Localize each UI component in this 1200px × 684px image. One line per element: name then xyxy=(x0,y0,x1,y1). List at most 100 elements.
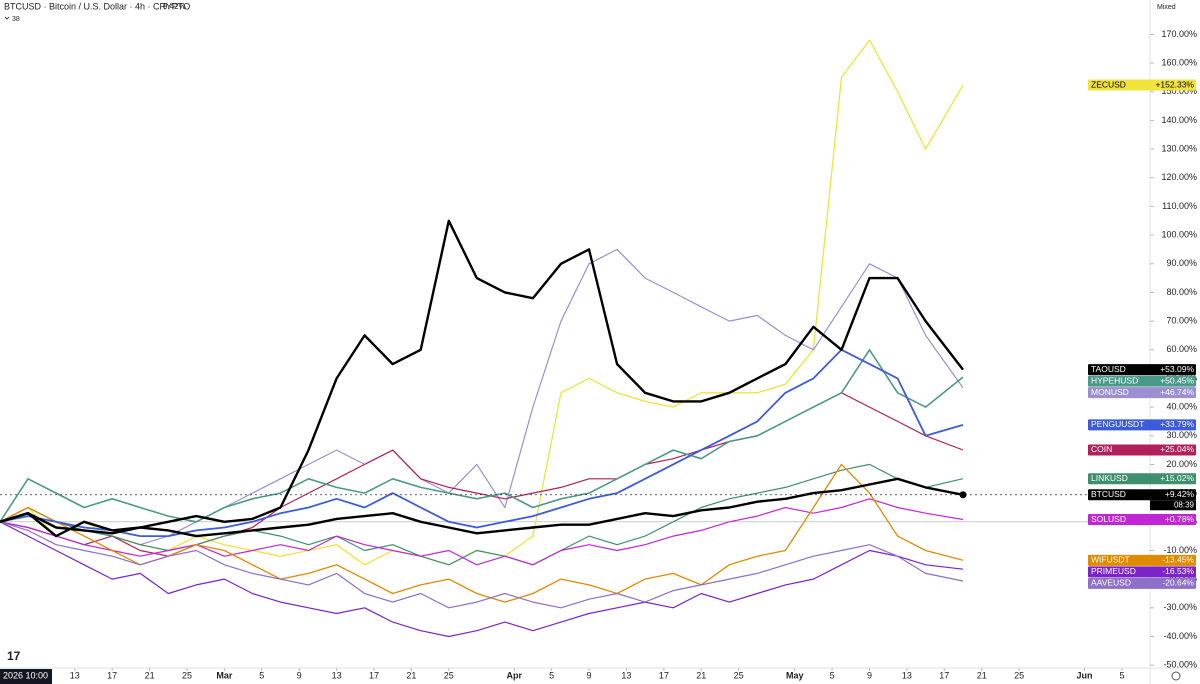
indicator-count[interactable]: 38 xyxy=(12,16,20,23)
x-tick-label: 9 xyxy=(587,670,592,680)
price-label-value: +46.74% xyxy=(1160,387,1194,397)
price-label-box xyxy=(1088,444,1196,456)
y-tick-label: 140.00% xyxy=(1161,115,1197,125)
y-tick-label: 110.00% xyxy=(1162,201,1197,211)
countdown-box xyxy=(1150,500,1196,511)
y-tick-label: -30.00% xyxy=(1163,602,1197,612)
x-tick-label: 21 xyxy=(145,670,155,680)
price-label-value: -20.64% xyxy=(1162,578,1194,588)
price-label-value: -13.45% xyxy=(1162,555,1194,565)
x-tick-label: 17 xyxy=(659,670,669,680)
y-tick-label: 60.00% xyxy=(1166,344,1197,354)
x-tick-label: 17 xyxy=(369,670,379,680)
price-label-value: +0.78% xyxy=(1165,514,1195,524)
x-tick-label: 13 xyxy=(902,670,912,680)
x-tick-label: 17 xyxy=(939,670,949,680)
series-line xyxy=(0,39,964,566)
series-line xyxy=(0,521,964,638)
price-label-name: WIFUSDT xyxy=(1091,555,1130,565)
y-tick-label: 160.00% xyxy=(1161,57,1197,67)
cursor-box xyxy=(0,669,52,684)
price-label-name: ZECUSD xyxy=(1091,79,1126,89)
y-tick-label: 170.00% xyxy=(1161,29,1197,39)
y-tick-label: 90.00% xyxy=(1166,258,1197,268)
y-tick-label: -40.00% xyxy=(1163,631,1197,641)
price-label-box xyxy=(1088,554,1196,566)
price-label-box xyxy=(1088,364,1196,376)
series-line xyxy=(0,248,964,546)
price-label-box xyxy=(1088,473,1196,485)
x-tick-label: 25 xyxy=(444,670,454,680)
y-tick-label: 30.00% xyxy=(1166,430,1197,440)
countdown: 08:39 xyxy=(1174,500,1195,509)
series-line xyxy=(0,498,964,566)
price-label-value: +33.79% xyxy=(1160,419,1194,429)
y-tick-label: 130.00% xyxy=(1161,143,1197,153)
price-label-box xyxy=(1088,387,1196,399)
x-tick-label: Jun xyxy=(1077,670,1093,680)
x-tick-label: 5 xyxy=(259,670,264,680)
price-label-box xyxy=(1088,566,1196,578)
price-label-value: +15.02% xyxy=(1160,473,1194,483)
x-tick-label: 17 xyxy=(107,670,117,680)
symbol-title: BTCUSD · Bitcoin / U.S. Dollar · 4h · CR… xyxy=(4,1,190,11)
price-label-value: +152.33% xyxy=(1155,79,1194,89)
x-tick-label: 5 xyxy=(549,670,554,680)
settings-icon[interactable] xyxy=(1171,671,1181,681)
tv-logo: 17 xyxy=(7,649,21,663)
series-line xyxy=(0,349,964,523)
price-label-value: -16.53% xyxy=(1162,566,1194,576)
price-label-name: TAOUSD xyxy=(1091,364,1126,374)
x-tick-label: 5 xyxy=(1119,670,1124,680)
x-tick-label: 25 xyxy=(1014,670,1024,680)
price-label-box xyxy=(1088,489,1196,501)
price-label-name: SOLUSD xyxy=(1091,514,1126,524)
series-line xyxy=(0,219,964,538)
x-tick-label: 9 xyxy=(297,670,302,680)
price-label-value: +50.45% xyxy=(1160,375,1194,385)
cursor-label: 2026 10:00 xyxy=(3,670,48,680)
x-tick-label: 13 xyxy=(332,670,342,680)
x-tick-label: 21 xyxy=(696,670,706,680)
price-label-name: COIN xyxy=(1091,444,1112,454)
scale-mode[interactable]: Mixed xyxy=(1157,4,1176,11)
symbol-change: 9.42% xyxy=(163,2,186,11)
series-line xyxy=(0,463,964,566)
x-tick-label: Apr xyxy=(506,670,522,680)
price-label-name: MONUSD xyxy=(1091,387,1129,397)
price-label-box xyxy=(1088,79,1196,91)
price-label-name: LINKUSD xyxy=(1091,473,1128,483)
x-tick-label: 13 xyxy=(621,670,631,680)
x-tick-label: 5 xyxy=(830,670,835,680)
price-label-value: +25.04% xyxy=(1160,444,1194,454)
series-line xyxy=(0,348,964,537)
x-tick-label: 25 xyxy=(182,670,192,680)
x-tick-label: 25 xyxy=(734,670,744,680)
price-label-box xyxy=(1088,375,1196,387)
x-tick-label: Mar xyxy=(216,670,233,680)
x-tick-label: 21 xyxy=(977,670,987,680)
last-price-dot xyxy=(959,491,967,499)
price-label-name: HYPEHUSD xyxy=(1091,375,1138,385)
y-tick-label: 20.00% xyxy=(1166,459,1197,469)
y-tick-label: 100.00% xyxy=(1161,229,1197,239)
plot xyxy=(0,39,964,638)
y-tick-label: 120.00% xyxy=(1161,172,1197,182)
price-label-name: PRIMEUSD xyxy=(1091,566,1136,576)
price-label-name: PENGUUSDT xyxy=(1091,419,1144,429)
x-tick-label: May xyxy=(786,670,804,680)
axes: -50.00%-40.00%-30.00%-20.00%-10.00%0.00%… xyxy=(70,29,1197,681)
y-tick-label: 70.00% xyxy=(1166,315,1197,325)
price-label-value: +9.42% xyxy=(1165,489,1195,499)
price-label-box xyxy=(1088,577,1196,589)
price-label-value: +53.09% xyxy=(1160,364,1194,374)
collapse-icon[interactable] xyxy=(4,16,10,20)
price-label-name: AAVEUSD xyxy=(1091,578,1131,588)
price-label-name: BTCUSD xyxy=(1091,489,1126,499)
x-tick-label: 9 xyxy=(867,670,872,680)
price-label-box xyxy=(1088,419,1196,431)
y-tick-label: 150.00% xyxy=(1161,86,1197,96)
y-tick-label: 40.00% xyxy=(1166,401,1197,411)
